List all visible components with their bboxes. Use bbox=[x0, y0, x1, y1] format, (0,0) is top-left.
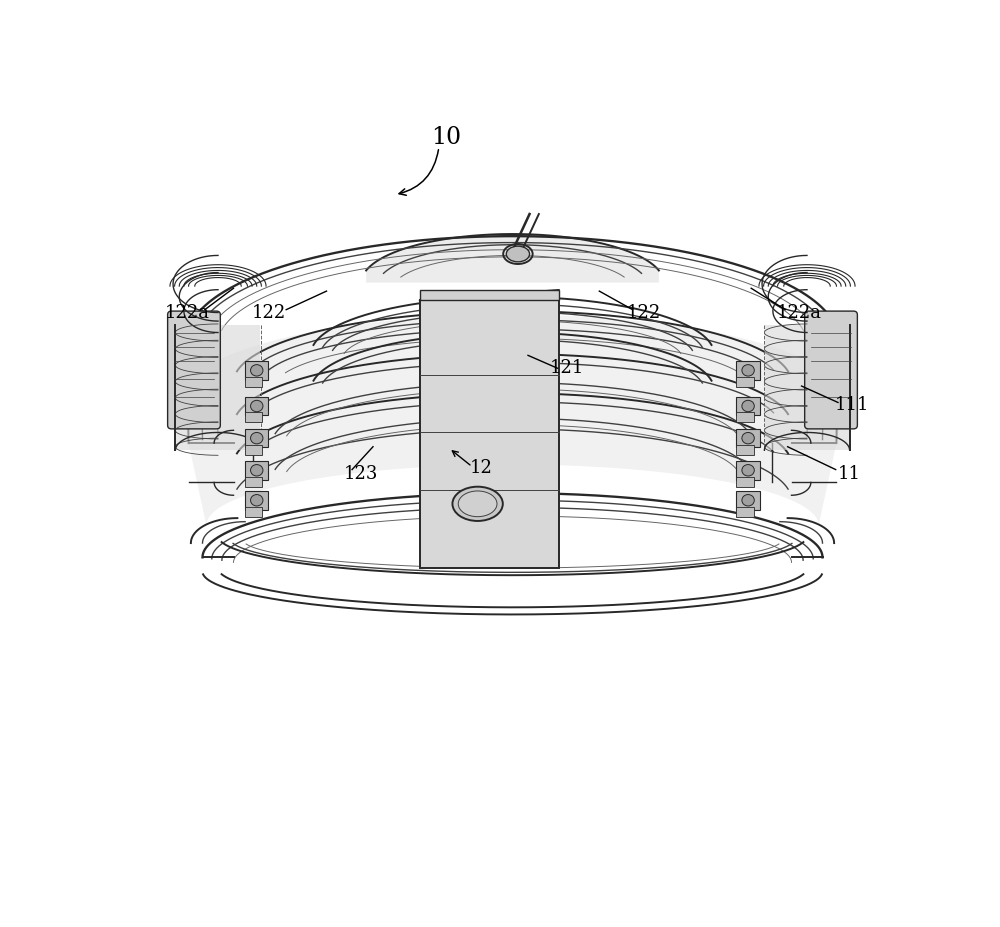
FancyBboxPatch shape bbox=[736, 397, 760, 415]
FancyBboxPatch shape bbox=[736, 376, 754, 387]
Text: 122a: 122a bbox=[777, 303, 822, 322]
Text: 10: 10 bbox=[432, 126, 462, 149]
Circle shape bbox=[251, 400, 263, 412]
Circle shape bbox=[742, 400, 754, 412]
FancyBboxPatch shape bbox=[245, 429, 268, 448]
Bar bbox=[420, 300, 559, 568]
FancyBboxPatch shape bbox=[736, 491, 760, 510]
FancyBboxPatch shape bbox=[736, 362, 760, 380]
FancyBboxPatch shape bbox=[736, 429, 760, 448]
Text: 122: 122 bbox=[251, 303, 286, 322]
FancyBboxPatch shape bbox=[805, 311, 857, 429]
Text: 123: 123 bbox=[344, 464, 379, 483]
Circle shape bbox=[251, 464, 263, 476]
Circle shape bbox=[251, 494, 263, 506]
Ellipse shape bbox=[506, 247, 530, 261]
Text: 111: 111 bbox=[835, 397, 869, 414]
FancyBboxPatch shape bbox=[245, 445, 262, 454]
Bar bbox=[176, 325, 260, 450]
FancyBboxPatch shape bbox=[245, 413, 262, 423]
FancyBboxPatch shape bbox=[736, 413, 754, 423]
Text: 11: 11 bbox=[838, 464, 861, 483]
Circle shape bbox=[742, 432, 754, 444]
FancyBboxPatch shape bbox=[736, 476, 754, 487]
FancyBboxPatch shape bbox=[736, 461, 760, 479]
FancyBboxPatch shape bbox=[245, 362, 268, 380]
Text: 12: 12 bbox=[470, 459, 493, 477]
Bar bbox=[765, 325, 849, 450]
Text: 122: 122 bbox=[627, 303, 661, 322]
FancyBboxPatch shape bbox=[245, 476, 262, 487]
Circle shape bbox=[742, 464, 754, 476]
Polygon shape bbox=[420, 290, 559, 300]
Text: 121: 121 bbox=[550, 359, 584, 377]
FancyBboxPatch shape bbox=[736, 445, 754, 454]
Text: 122a: 122a bbox=[164, 303, 210, 322]
Polygon shape bbox=[179, 314, 846, 526]
FancyBboxPatch shape bbox=[245, 461, 268, 479]
FancyBboxPatch shape bbox=[245, 507, 262, 516]
FancyBboxPatch shape bbox=[245, 397, 268, 415]
Circle shape bbox=[742, 494, 754, 506]
FancyBboxPatch shape bbox=[245, 376, 262, 387]
FancyBboxPatch shape bbox=[245, 491, 268, 510]
Polygon shape bbox=[366, 234, 659, 283]
Circle shape bbox=[742, 364, 754, 376]
Circle shape bbox=[251, 364, 263, 376]
FancyBboxPatch shape bbox=[736, 507, 754, 516]
Ellipse shape bbox=[458, 491, 497, 516]
Ellipse shape bbox=[452, 487, 503, 521]
Circle shape bbox=[251, 432, 263, 444]
FancyBboxPatch shape bbox=[168, 311, 220, 429]
